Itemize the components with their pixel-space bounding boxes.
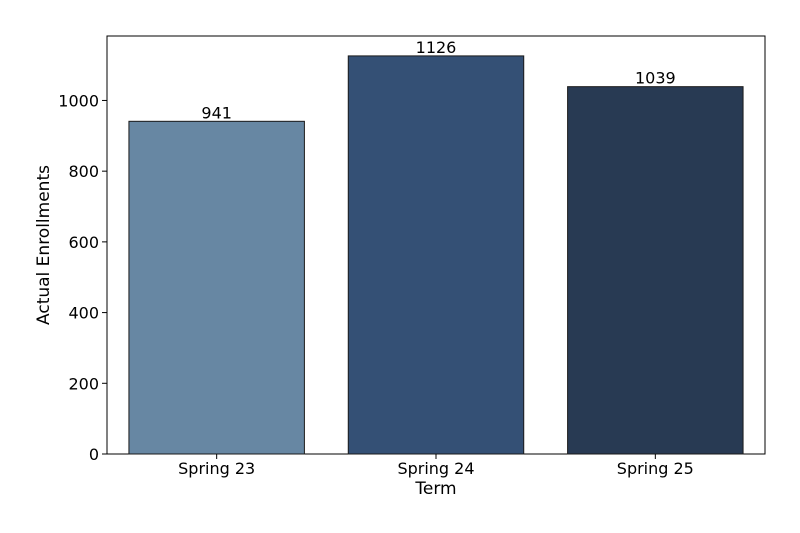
data-label: 1039 — [635, 69, 676, 88]
y-tick-label: 400 — [68, 304, 99, 323]
y-tick-label: 600 — [68, 233, 99, 252]
y-tick-label: 200 — [68, 374, 99, 393]
x-axis-label: Term — [414, 479, 456, 499]
y-axis: 0 200 400 600 800 1000 — [58, 91, 107, 464]
y-tick-label: 1000 — [58, 91, 99, 110]
data-label: 941 — [201, 103, 232, 122]
y-axis-label: Actual Enrollments — [34, 165, 54, 325]
bar-spring-24 — [347, 55, 525, 455]
x-tick-label: Spring 25 — [617, 459, 694, 478]
bars-group: 941 1126 1039 — [128, 38, 744, 455]
y-tick-label: 800 — [68, 162, 99, 181]
bar-spring-25 — [567, 86, 744, 455]
x-axis: Spring 23 Spring 24 Spring 25 — [178, 454, 694, 478]
x-tick-label: Spring 24 — [397, 459, 474, 478]
y-tick-label: 0 — [89, 445, 99, 464]
x-tick-label: Spring 23 — [178, 459, 255, 478]
data-label: 1126 — [416, 38, 457, 57]
bar-spring-23 — [128, 120, 305, 455]
